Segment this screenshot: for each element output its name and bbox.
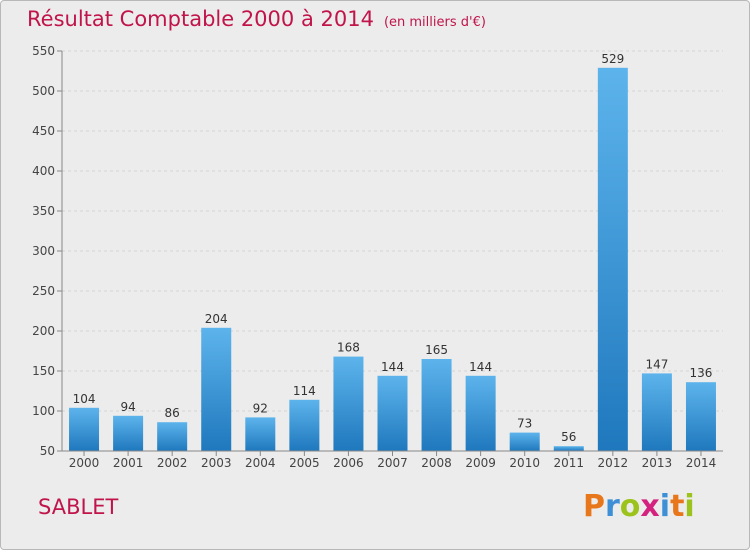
bar-value-label: 56: [561, 430, 576, 444]
logo-letter: t: [670, 489, 685, 524]
bar: [641, 373, 672, 451]
y-tick-label: 100: [32, 404, 55, 418]
bars: 104 94 86 204 92 114 168 144 165 144 73 56 529 147 136: [69, 52, 716, 452]
x-tick-label: 2004: [245, 456, 276, 470]
bar: [333, 356, 364, 451]
axes: 50 100 150 200 250 300 350 400 450 500 550 2000 2001…: [32, 44, 723, 470]
chart-subtitle: (en milliers d'€): [383, 15, 486, 30]
proxiti-logo: Proxiti: [583, 489, 695, 524]
bar: [245, 417, 276, 451]
bar-value-label: 204: [205, 312, 228, 326]
x-tick-label: 2006: [333, 456, 364, 470]
bar-value-label: 136: [690, 366, 713, 380]
bar: [289, 399, 320, 451]
logo-letter: P: [583, 489, 605, 524]
bar-value-label: 144: [381, 360, 404, 374]
commune-name: SABLET: [38, 495, 119, 519]
bar-value-label: 165: [425, 343, 448, 357]
bar: [421, 359, 452, 451]
bar-value-label: 86: [165, 406, 180, 420]
y-tick-label: 300: [32, 244, 55, 258]
bar-value-label: 529: [601, 52, 624, 66]
bar: [113, 415, 144, 451]
x-tick-label: 2013: [642, 456, 673, 470]
x-tick-label: 2012: [598, 456, 629, 470]
chart-title: Résultat Comptable 2000 à 2014 (en millie…: [27, 7, 486, 31]
bar-value-label: 92: [253, 401, 268, 415]
x-tick-label: 2002: [157, 456, 188, 470]
bar: [553, 446, 584, 451]
x-tick-label: 2011: [553, 456, 584, 470]
y-tick-label: 350: [32, 204, 55, 218]
bar-value-label: 147: [645, 357, 668, 371]
logo-letter: o: [619, 489, 641, 524]
y-tick-label: 200: [32, 324, 55, 338]
y-tick-label: 50: [40, 444, 55, 458]
logo-letter: i: [659, 489, 671, 524]
logo-letter: r: [605, 489, 620, 524]
logo-letter: i: [684, 489, 695, 524]
x-tick-label: 2009: [465, 456, 496, 470]
bar-value-label: 73: [517, 417, 532, 431]
bar: [597, 67, 628, 452]
x-tick-label: 2014: [686, 456, 717, 470]
bar: [465, 375, 496, 451]
y-tick-label: 500: [32, 84, 55, 98]
y-tick-label: 400: [32, 164, 55, 178]
x-tick-label: 2010: [509, 456, 540, 470]
y-tick-label: 250: [32, 284, 55, 298]
bar: [377, 375, 408, 451]
bar-value-label: 144: [469, 360, 492, 374]
x-tick-label: 2005: [289, 456, 320, 470]
x-tick-label: 2008: [421, 456, 452, 470]
bar-value-label: 94: [120, 400, 135, 414]
x-tick-label: 2003: [201, 456, 232, 470]
bar: [157, 422, 188, 451]
bar-value-label: 114: [293, 384, 316, 398]
bar: [69, 407, 100, 451]
y-tick-label: 150: [32, 364, 55, 378]
bar: [685, 382, 716, 451]
bar: [509, 432, 540, 451]
x-tick-label: 2000: [69, 456, 100, 470]
bar-value-label: 168: [337, 341, 360, 355]
y-tick-label: 450: [32, 124, 55, 138]
x-tick-label: 2001: [113, 456, 144, 470]
chart-title-text: Résultat Comptable 2000 à 2014: [27, 7, 374, 31]
bar-value-label: 104: [73, 392, 96, 406]
y-tick-label: 550: [32, 44, 55, 58]
bar: [201, 327, 232, 451]
logo-letter: x: [640, 489, 660, 524]
x-tick-label: 2007: [377, 456, 408, 470]
